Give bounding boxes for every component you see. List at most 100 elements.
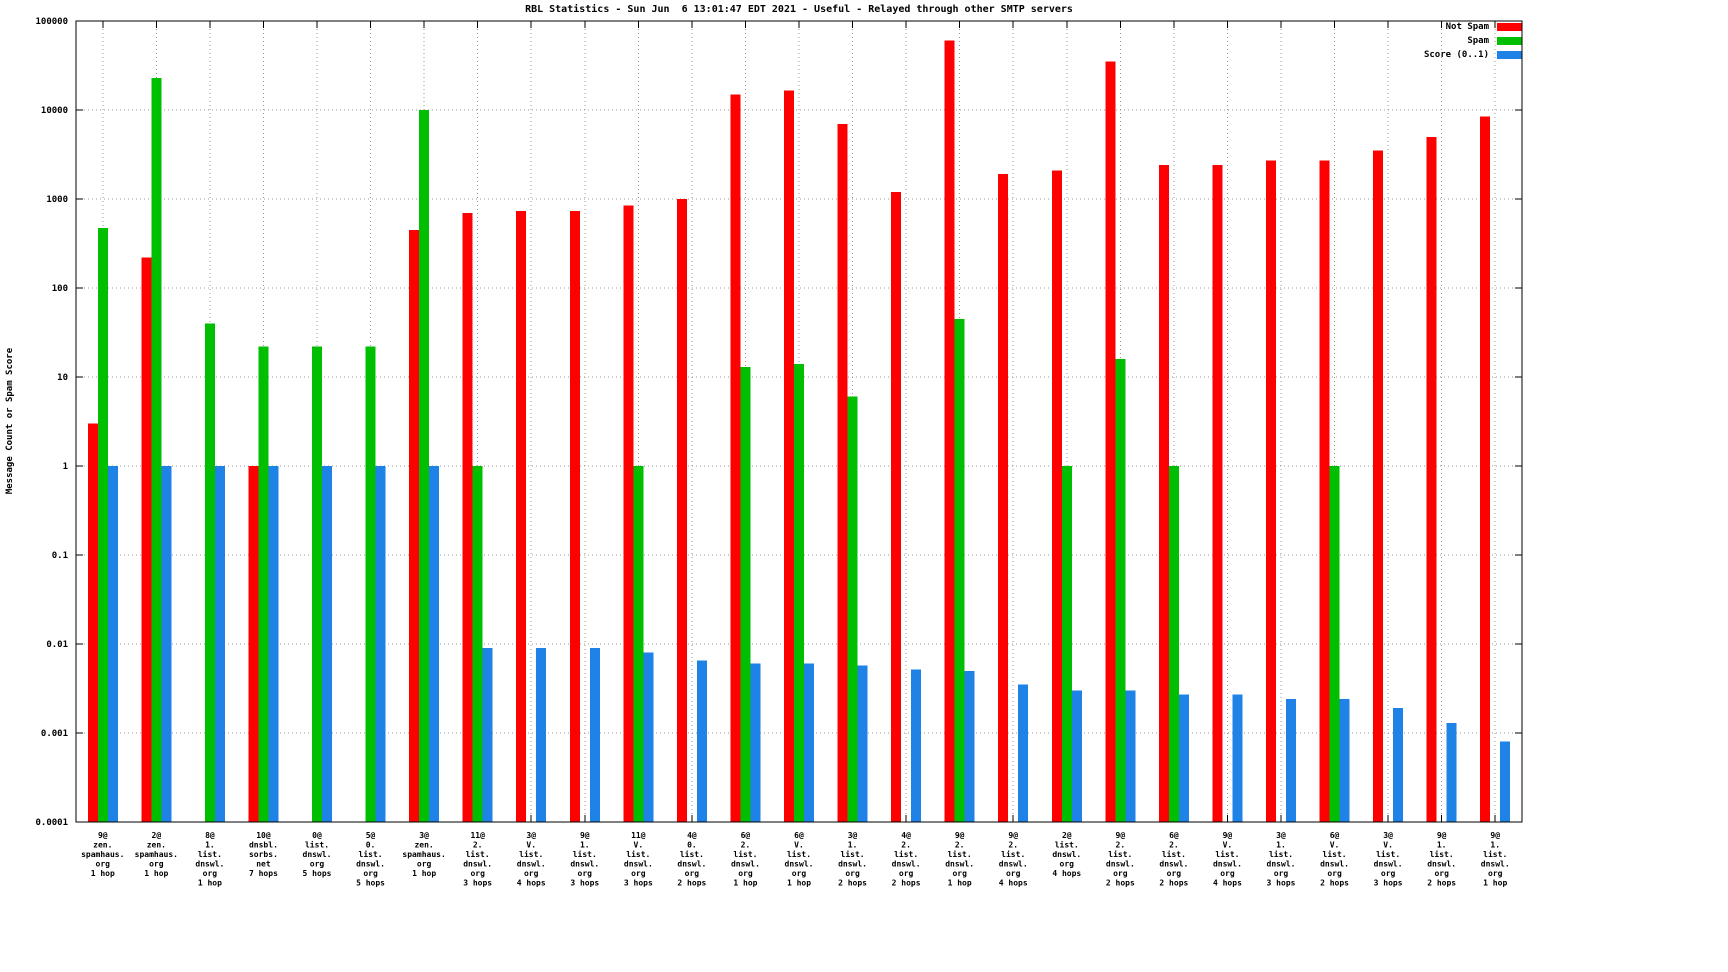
x-tick-label: list.	[1055, 840, 1079, 850]
bar-not-spam	[676, 199, 687, 822]
x-tick-label: V.	[526, 841, 536, 850]
bar-score-0-1	[1178, 694, 1189, 822]
bar-not-spam	[462, 212, 473, 823]
bar-spam	[204, 323, 215, 822]
x-tick-label: 2.	[473, 841, 483, 850]
x-tick-label: org	[96, 860, 111, 869]
y-tick-label: 1000	[46, 195, 68, 205]
bar-not-spam	[87, 423, 98, 822]
x-tick-label: spamhaus.	[81, 850, 124, 859]
legend-row-score: Score (0..1)	[1424, 50, 1522, 60]
bar-not-spam	[1266, 160, 1276, 823]
y-tick-label: 100000	[35, 17, 68, 27]
y-tick-label: 100	[52, 284, 68, 294]
x-tick-label: zen.	[147, 841, 166, 850]
x-tick-label: org	[1488, 869, 1503, 878]
x-tick-label: 2 hops	[892, 879, 921, 888]
x-tick-label: 5 hops	[303, 869, 332, 878]
x-tick-label: list.	[1323, 849, 1347, 859]
bar-score-0-1	[161, 466, 172, 822]
x-tick-label: V.	[1330, 841, 1340, 850]
x-tick-label: list.	[1376, 849, 1400, 859]
x-tick-label: 2.	[741, 841, 751, 850]
bar-not-spam	[1319, 160, 1330, 823]
x-tick-label: dnswl.	[463, 860, 492, 869]
x-tick-label: 3@	[848, 831, 858, 840]
y-tick-label: 0.001	[41, 729, 68, 739]
x-tick-label: V.	[1223, 841, 1233, 850]
x-tick-label: list.	[626, 849, 650, 859]
x-tick-label: zen.	[414, 841, 433, 850]
x-tick-label: 0.	[366, 841, 376, 850]
bar-not-spam	[569, 211, 580, 822]
x-tick-label: 1 hop	[91, 869, 115, 878]
bar-score-0-1	[1339, 699, 1350, 822]
x-tick-label: 8@	[205, 831, 215, 840]
legend-swatch-not-spam	[1497, 23, 1522, 31]
x-tick-label: org	[363, 869, 378, 878]
x-tick-label: 11@	[470, 831, 485, 840]
bar-spam	[633, 466, 644, 822]
x-tick-label: 1.	[580, 841, 590, 850]
legend-label-score: Score (0..1)	[1423, 50, 1489, 60]
bar-not-spam	[944, 40, 955, 822]
bar-not-spam	[998, 174, 1009, 822]
x-tick-label: dnswl.	[1159, 860, 1188, 869]
bar-score-0-1	[750, 663, 761, 822]
bar-spam	[97, 228, 108, 822]
bar-not-spam	[141, 257, 152, 822]
x-tick-label: dnswl.	[624, 860, 653, 869]
x-tick-label: dnswl.	[945, 860, 974, 869]
x-tick-label: list.	[1108, 849, 1132, 859]
x-tick-label: 6@	[794, 831, 804, 840]
x-tick-label: 3@	[526, 831, 536, 840]
x-tick-label: list.	[841, 849, 865, 859]
x-tick-label: org	[524, 869, 539, 878]
x-tick-label: 0@	[312, 831, 322, 840]
x-tick-label: org	[1274, 869, 1289, 878]
x-tick-label: org	[1327, 869, 1342, 878]
x-tick-label: 3@	[1383, 831, 1393, 840]
legend-label-spam: Spam	[1467, 36, 1489, 46]
x-tick-label: org	[845, 869, 860, 878]
x-tick-label: 3 hops	[463, 879, 492, 888]
x-tick-label: list.	[573, 849, 597, 859]
x-tick-label: 2@	[1062, 831, 1072, 840]
x-tick-label: dnsbl.	[249, 841, 278, 850]
bar-score-0-1	[1286, 699, 1296, 822]
bar-score-0-1	[589, 648, 600, 822]
x-tick-label: dnswl.	[1320, 860, 1349, 869]
bar-score-0-1	[268, 466, 279, 822]
x-tick-label: 1.	[205, 841, 215, 850]
bar-spam	[365, 346, 376, 822]
x-tick-label: 4@	[687, 831, 697, 840]
chart-legend: Not Spam Spam Score (0..1)	[1424, 22, 1522, 60]
x-tick-label: list.	[466, 849, 490, 859]
y-tick-label: 10000	[41, 106, 68, 116]
x-tick-label: org	[1220, 869, 1235, 878]
bar-spam	[1168, 466, 1179, 822]
x-tick-label: 2.	[901, 841, 911, 850]
x-tick-label: 2 hops	[1159, 879, 1188, 888]
x-tick-label: list.	[1001, 849, 1025, 859]
x-tick-label: 3 hops	[1374, 879, 1403, 888]
x-tick-label: list.	[305, 840, 329, 850]
x-tick-label: 6@	[1169, 831, 1179, 840]
bar-score-0-1	[1071, 690, 1082, 822]
bar-score-0-1	[322, 466, 332, 822]
x-tick-label: 9@	[1008, 831, 1018, 840]
x-tick-label: org	[203, 869, 218, 878]
x-tick-label: V.	[1383, 841, 1393, 850]
bar-spam	[419, 110, 430, 822]
x-tick-label: dnswl.	[1106, 860, 1135, 869]
x-tick-label: 9@	[98, 831, 108, 840]
bar-not-spam	[409, 229, 420, 822]
bar-not-spam	[784, 90, 794, 823]
bar-score-0-1	[429, 466, 440, 822]
bar-score-0-1	[375, 466, 386, 822]
x-tick-label: org	[738, 869, 753, 878]
bar-spam	[1061, 466, 1072, 822]
bar-score-0-1	[536, 648, 547, 822]
bar-not-spam	[1480, 116, 1491, 823]
